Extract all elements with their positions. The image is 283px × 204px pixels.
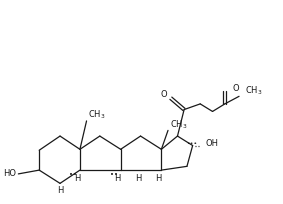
Text: OH: OH — [206, 139, 219, 148]
Text: HO: HO — [3, 169, 16, 178]
Text: H: H — [136, 174, 142, 183]
Text: •••: ••• — [186, 141, 197, 146]
Text: CH$_3$: CH$_3$ — [245, 84, 262, 97]
Text: ••: •• — [69, 172, 77, 178]
Text: CH$_3$: CH$_3$ — [89, 108, 106, 121]
Text: O: O — [161, 90, 168, 99]
Text: O: O — [232, 84, 239, 93]
Text: ••: •• — [110, 172, 118, 178]
Text: H: H — [57, 186, 63, 195]
Text: H: H — [115, 174, 121, 183]
Text: CH$_3$: CH$_3$ — [170, 119, 187, 131]
Text: H: H — [155, 174, 162, 183]
Text: H: H — [74, 174, 80, 183]
